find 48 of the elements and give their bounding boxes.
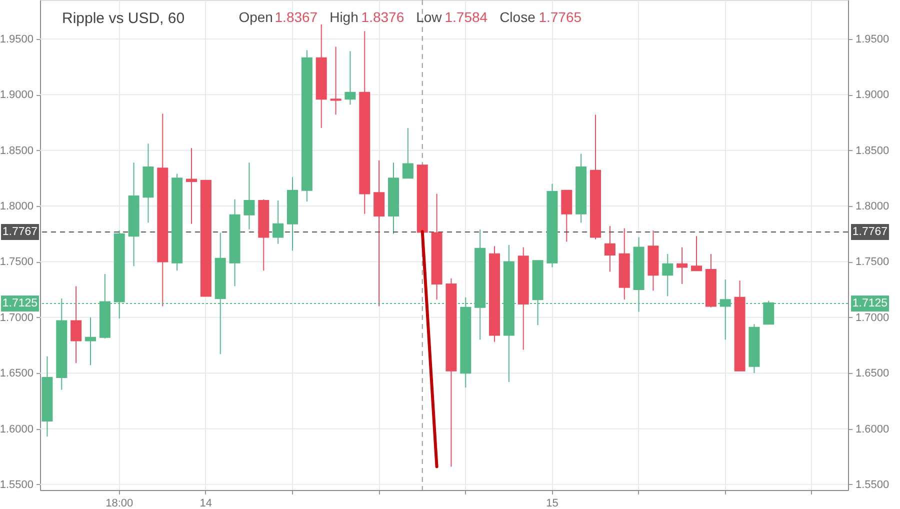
annotation: Close (500, 9, 536, 25)
annotation: Open (238, 9, 273, 25)
candlestick (604, 226, 616, 272)
candlestick (186, 148, 197, 224)
y2-tick-label: 1.8000 (856, 200, 890, 213)
candlestick (691, 236, 702, 272)
y-tick-label: 1.9500 (0, 33, 34, 46)
candlestick (85, 316, 96, 366)
y-tick-label: 1.7000 (0, 312, 34, 324)
y2-tick-label: 1.7000 (856, 312, 890, 324)
y-tick-label: 1.6000 (0, 423, 34, 436)
x-tick-label: 15 (546, 498, 558, 509)
y-tick-label: 1.8000 (0, 200, 34, 213)
y2-tick-label: 1.5500 (856, 478, 890, 491)
y-tick-label: 1.6500 (0, 368, 34, 380)
y-tick-label: 1.5500 (0, 478, 34, 491)
text: 1.7125 (852, 297, 888, 310)
candlestick (676, 246, 688, 284)
x-tick-label: 18:00 (106, 498, 134, 509)
y2-tick-label: 1.6500 (856, 368, 890, 380)
candlestick (561, 190, 572, 242)
candlestick (330, 46, 342, 116)
candlestick (402, 128, 414, 179)
candlestick (70, 286, 82, 364)
annotation: 1.7584 (444, 9, 488, 25)
y2-tick-label: 1.8500 (856, 144, 890, 157)
y2-tick-label: 1.9500 (856, 33, 890, 46)
annotation: High (330, 9, 358, 25)
candlestick (244, 162, 255, 230)
candlestick (272, 200, 284, 244)
candlestick (344, 50, 356, 106)
annotation: Low (416, 9, 443, 25)
annotation: 1.8367 (274, 9, 318, 25)
ref-line-label: 1.7125 (2, 297, 38, 310)
candlestick (374, 160, 385, 307)
y2-tick-label: 1.9000 (856, 89, 890, 102)
x-tick-label: 14 (200, 498, 212, 509)
y-tick-label: 1.7500 (0, 256, 34, 268)
y-tick-label: 1.9000 (0, 89, 34, 102)
annotation: 1.8376 (361, 9, 404, 25)
text: 1.7767 (852, 226, 888, 238)
y2-tick-label: 1.6000 (856, 423, 890, 436)
y2-tick-label: 1.7500 (856, 256, 890, 268)
annotation: 1.7765 (538, 9, 582, 25)
text: Ripple vs USD, 60 (62, 10, 185, 27)
ref-line-label: 1.7767 (2, 226, 38, 238)
candlestick (662, 253, 674, 297)
y-tick-label: 1.8500 (0, 144, 34, 157)
